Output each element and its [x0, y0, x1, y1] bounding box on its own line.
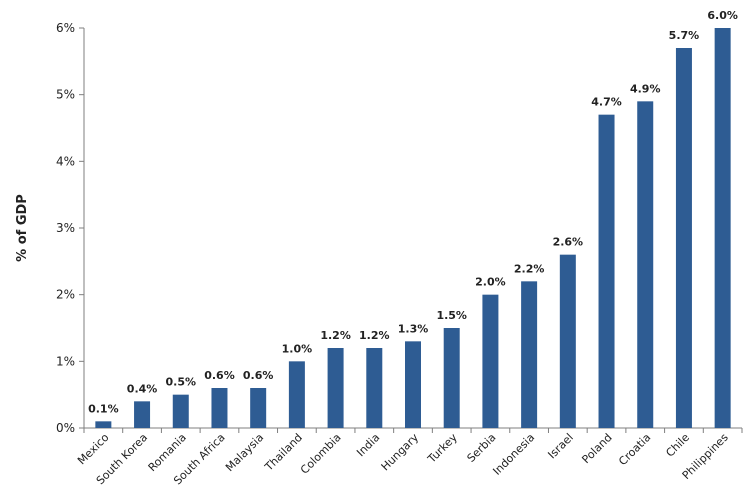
data-label: 0.5%	[166, 376, 197, 389]
bar	[714, 28, 731, 428]
x-category-label: Serbia	[465, 431, 499, 465]
data-label: 1.5%	[436, 309, 467, 322]
bar	[134, 401, 151, 428]
bar	[598, 114, 615, 429]
bar	[637, 101, 654, 428]
y-tick-label: 2%	[56, 288, 75, 302]
data-labels: 0.1% 0.4% 0.5% 0.6% 0.6% 1.0% 1.2% 1.2% 1.3% 1.5%…	[88, 9, 738, 415]
bar	[559, 254, 576, 428]
x-category-label: Indonesia	[490, 431, 537, 478]
x-category-label: Croatia	[616, 431, 653, 468]
bar	[288, 361, 305, 428]
data-label: 2.6%	[553, 236, 584, 249]
x-category-label: Mexico	[75, 431, 112, 468]
data-label: 1.3%	[398, 322, 429, 335]
data-label: 4.9%	[630, 82, 661, 95]
data-label: 4.7%	[591, 96, 622, 109]
y-axis-title-group: % of GDP	[15, 194, 30, 262]
data-label: 2.2%	[514, 262, 545, 275]
data-label: 0.4%	[127, 382, 158, 395]
bar	[675, 48, 692, 428]
bar	[211, 388, 228, 428]
data-label: 0.6%	[204, 369, 235, 382]
bars	[95, 28, 731, 429]
bar	[172, 394, 189, 428]
data-label: 0.6%	[243, 369, 274, 382]
bar	[443, 328, 460, 428]
x-category-label: Chile	[663, 431, 692, 460]
y-axis-ticks: 0% 1% 2% 3% 4% 5% 6%	[56, 21, 84, 435]
x-category-label: India	[354, 431, 382, 459]
x-category-label: Hungary	[379, 431, 422, 474]
data-label: 2.0%	[475, 276, 506, 289]
x-category-label: Turkey	[425, 431, 461, 467]
x-category-label: Israel	[545, 431, 575, 461]
data-label: 1.2%	[359, 329, 390, 342]
data-label: 6.0%	[707, 9, 738, 22]
y-tick-label: 1%	[56, 354, 75, 368]
y-tick-label: 0%	[56, 421, 75, 435]
y-tick-label: 6%	[56, 21, 75, 35]
x-category-label: Poland	[579, 431, 614, 466]
y-tick-label: 4%	[56, 154, 75, 168]
bar	[366, 348, 383, 428]
bar	[405, 341, 421, 428]
data-label: 1.0%	[282, 342, 313, 355]
bar	[521, 281, 538, 428]
bar	[250, 388, 267, 428]
y-tick-label: 5%	[56, 88, 75, 102]
data-label: 1.2%	[320, 329, 351, 342]
x-category-label: Colombia	[298, 431, 344, 477]
data-label: 5.7%	[669, 29, 700, 42]
x-category-label: Malaysia	[223, 431, 266, 474]
bar	[95, 421, 112, 428]
bar	[482, 294, 499, 428]
y-axis-title: % of GDP	[15, 194, 30, 262]
bar	[327, 348, 344, 428]
data-label: 0.1%	[88, 402, 119, 415]
y-tick-label: 3%	[56, 221, 75, 235]
